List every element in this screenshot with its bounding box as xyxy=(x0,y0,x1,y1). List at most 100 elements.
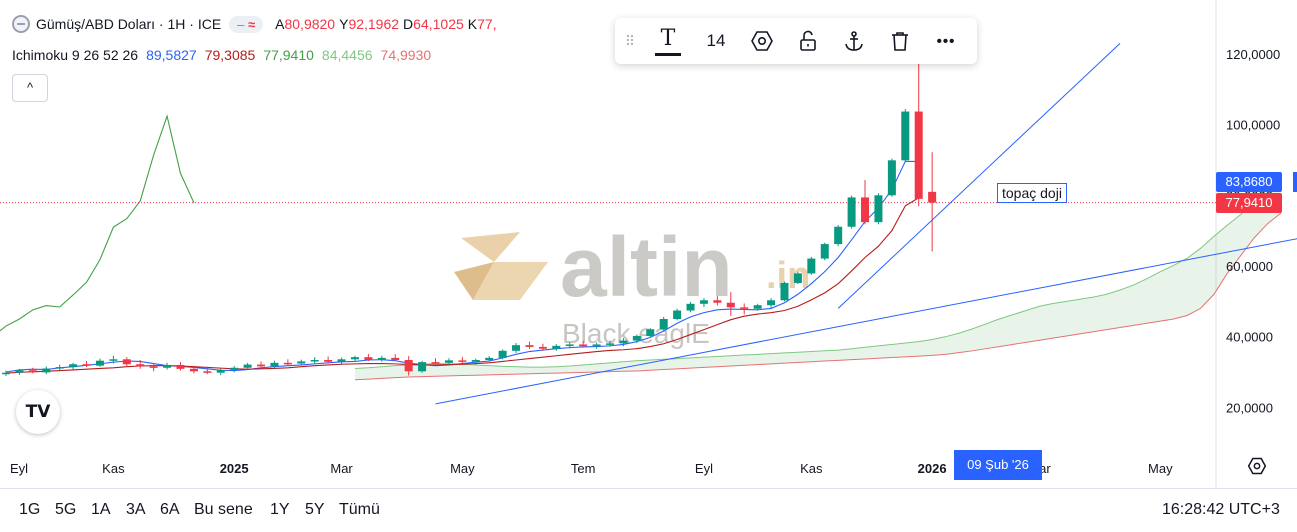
y-tick-label: 40,0000 xyxy=(1226,330,1273,345)
candle-body xyxy=(377,357,386,360)
candle-body xyxy=(753,305,762,309)
indicator-value: 84,4456 xyxy=(321,47,373,63)
x-tick-label: Tem xyxy=(571,461,596,476)
candle-body xyxy=(444,360,453,363)
watermark-logo-shape xyxy=(454,262,494,300)
x-tick-label: Kas xyxy=(102,461,125,476)
candle-body xyxy=(807,258,816,274)
tradingview-logo[interactable]: TV xyxy=(16,390,60,434)
y-tick-label: 20,0000 xyxy=(1226,400,1273,415)
ohlc-label: K xyxy=(467,16,478,32)
x-tick-label: Eyl xyxy=(695,461,713,476)
bottom-toolbar: 1G 5G 1A 3A 6A Bu sene 1Y 5Y Tümü 16:28:42 UTC+3 xyxy=(0,488,1297,532)
range-button[interactable]: 1A xyxy=(91,501,111,518)
candle-body xyxy=(28,370,37,373)
candle-body xyxy=(861,197,870,223)
candle-body xyxy=(740,307,749,309)
candle-body xyxy=(391,357,400,360)
indicator-name: Ichimoku 9 26 52 26 xyxy=(12,47,139,63)
indicator-legend[interactable]: Ichimoku 9 26 52 26 89,5827 79,3085 77,941… xyxy=(12,47,431,63)
ohlc-value: 77, xyxy=(477,16,497,32)
candle-body xyxy=(189,368,198,372)
leading-span-b xyxy=(354,212,1282,381)
text-tool-icon: T xyxy=(660,26,676,51)
symbol-legend[interactable]: Gümüş/ABD Doları · 1H · ICE – ≈ A80,9820… xyxy=(12,15,497,33)
range-button[interactable]: 6A xyxy=(160,501,180,518)
candle-body xyxy=(632,335,641,341)
clock: 16:28:42 UTC+3 xyxy=(1162,501,1280,518)
drawing-toolbar: ⠿ T 14 ••• xyxy=(615,18,977,64)
font-size-button[interactable]: 14 xyxy=(706,31,726,50)
crosshair-date-badge: 09 Şub '26 xyxy=(954,450,1042,480)
candle-body xyxy=(337,359,346,362)
ohlc-value: 80,9820 xyxy=(284,16,336,32)
indicator-value: 79,3085 xyxy=(204,47,256,63)
x-tick-label: 2026 xyxy=(918,461,947,476)
candle-body xyxy=(928,191,937,203)
watermark-tagline: Black eaglE xyxy=(562,318,710,349)
candle-body xyxy=(579,344,588,347)
scale-marker xyxy=(1293,172,1297,192)
y-tick-label: 60,0000 xyxy=(1226,259,1273,274)
range-button[interactable]: 5Y xyxy=(305,501,325,518)
candle-body xyxy=(364,357,373,360)
watermark-brand: altin xyxy=(560,220,733,314)
y-tick-label: 100,0000 xyxy=(1226,118,1280,133)
candle-body xyxy=(270,362,279,367)
candle-body xyxy=(834,226,843,245)
candle-body xyxy=(136,364,145,367)
range-button[interactable]: Tümü xyxy=(339,501,380,518)
ohlc-value: 92,1962 xyxy=(348,16,400,32)
candle-body xyxy=(310,360,319,362)
candle-body xyxy=(726,302,735,308)
range-button[interactable]: 3A xyxy=(126,501,146,518)
ohlc-values: A80,9820 Y92,1962 D64,1025 K77, xyxy=(271,16,496,32)
drawing-annotation[interactable]: topaç doji xyxy=(997,183,1067,203)
more-options-icon[interactable]: ••• xyxy=(936,32,956,50)
range-button[interactable]: 5G xyxy=(55,501,77,518)
candle-body xyxy=(780,282,789,301)
candle-body xyxy=(820,244,829,259)
collapse-legend-button[interactable]: ^ xyxy=(12,74,48,102)
y-tick-label: 120,0000 xyxy=(1226,47,1280,62)
candle-body xyxy=(230,367,239,370)
candle-body xyxy=(257,364,266,367)
ichimoku-line xyxy=(0,114,195,332)
range-button[interactable]: 1Y xyxy=(270,501,290,518)
range-button[interactable]: Bu sene xyxy=(194,501,253,518)
trash-icon[interactable] xyxy=(877,18,923,64)
drag-handle-icon[interactable]: ⠿ xyxy=(624,32,635,49)
x-tick-label: Mar xyxy=(330,461,353,476)
candle-body xyxy=(887,160,896,196)
candle-body xyxy=(565,344,574,346)
candle-body xyxy=(122,359,131,365)
wave-icon: ≈ xyxy=(248,16,256,32)
candle-body xyxy=(203,371,212,373)
silver-symbol-icon xyxy=(12,15,30,33)
candle-body xyxy=(646,329,655,336)
candle-body xyxy=(350,357,359,360)
watermark-logo-icon xyxy=(454,232,548,300)
candle-body xyxy=(498,350,507,358)
settings-hexagon-icon[interactable] xyxy=(739,18,785,64)
range-button[interactable]: 1G xyxy=(19,501,41,518)
candle-body xyxy=(485,357,494,360)
candle-body xyxy=(512,345,521,351)
unlock-icon[interactable] xyxy=(785,18,831,64)
compare-pill[interactable]: – ≈ xyxy=(229,15,264,33)
candle-body xyxy=(163,364,172,368)
text-color-button[interactable]: T xyxy=(643,18,693,64)
candle-body xyxy=(525,345,534,347)
candle-body xyxy=(431,362,440,364)
candle-body xyxy=(914,111,923,199)
ichimoku-cloud xyxy=(354,179,1282,380)
candle-body xyxy=(15,370,24,373)
scale-settings-icon[interactable] xyxy=(1247,456,1267,481)
anchor-icon[interactable] xyxy=(831,18,877,64)
candle-body xyxy=(109,359,118,361)
leading-span-a xyxy=(354,179,1282,369)
indicator-value: 77,9410 xyxy=(263,47,314,63)
candle-body xyxy=(297,361,306,364)
candle-body xyxy=(69,364,78,368)
